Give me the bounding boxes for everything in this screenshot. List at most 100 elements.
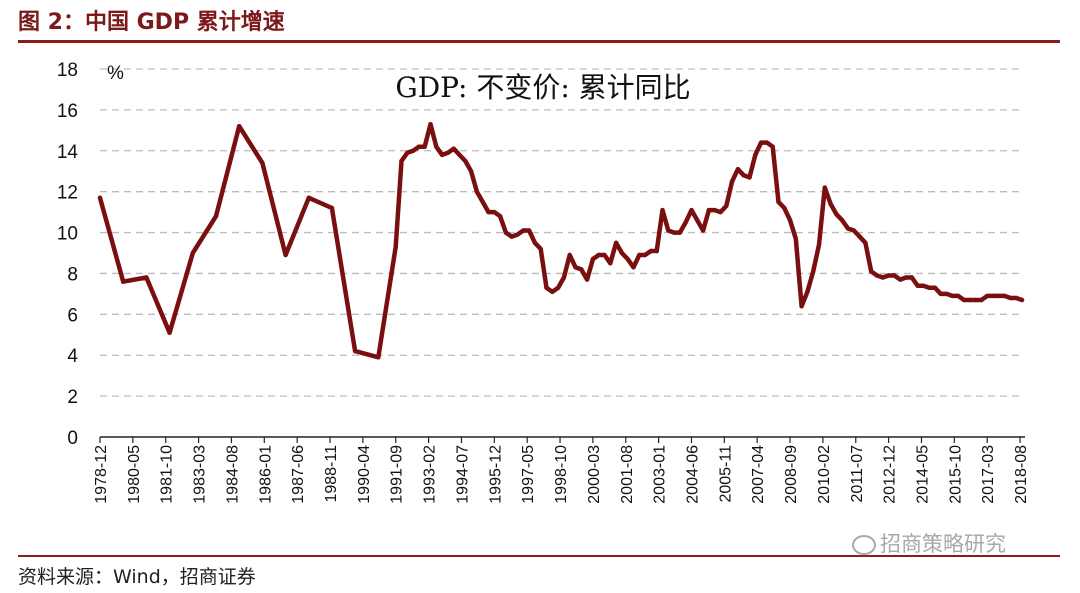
data-point: [637, 252, 642, 258]
data-point: [799, 304, 804, 309]
data-point: [671, 230, 677, 235]
data-point: [97, 195, 103, 200]
data-point: [840, 218, 845, 223]
header-divider: [18, 40, 1060, 43]
data-point: [515, 232, 520, 237]
data-point: [834, 212, 839, 217]
data-point: [880, 275, 885, 280]
data-point: [474, 189, 480, 194]
data-point: [376, 355, 381, 360]
x-tick-label: 1997-05: [520, 445, 537, 504]
gdp-line-chart: 0 2 4 6 8 10 12 14 16 18 1978-12 1980-05 1981-10 198…: [57, 60, 1030, 504]
data-point: [851, 228, 856, 233]
data-point: [660, 207, 665, 213]
data-point: [654, 248, 659, 254]
data-point: [167, 330, 172, 335]
data-point: [903, 275, 909, 280]
data-point: [741, 173, 746, 178]
data-point: [776, 199, 781, 205]
data-point: [503, 230, 509, 235]
x-tick-label: 1988-11: [323, 445, 340, 503]
data-point: [718, 209, 723, 215]
x-tick-label: 1994-07: [454, 445, 471, 504]
data-point: [689, 207, 694, 213]
x-tick-label: 2011-07: [849, 445, 866, 503]
data-point: [706, 207, 712, 213]
y-tick-label: 0: [67, 428, 78, 449]
x-tick-label: 1998-10: [553, 445, 570, 504]
data-point: [480, 199, 485, 205]
data-point: [863, 240, 868, 245]
x-tick-label: 1995-12: [487, 445, 504, 504]
data-point: [579, 267, 584, 272]
data-point: [932, 285, 938, 290]
data-point: [874, 273, 880, 278]
x-tick-labels: 1978-12 1980-05 1981-10 1983-03 1984-08 1986-…: [93, 437, 1030, 504]
data-point: [816, 242, 822, 247]
data-point: [805, 289, 810, 294]
data-point: [121, 279, 126, 284]
data-point: [352, 348, 358, 354]
data-point: [967, 297, 972, 303]
data-point: [550, 289, 555, 294]
data-point: [1019, 297, 1025, 303]
data-point: [828, 201, 833, 207]
series-line-gdp: [97, 121, 1025, 360]
data-point: [857, 234, 862, 239]
y-tick-label: 4: [67, 346, 78, 367]
data-point: [486, 209, 491, 215]
series-points: [97, 122, 1025, 360]
y-tick-label: 14: [57, 142, 79, 163]
data-point: [416, 144, 422, 149]
data-point: [190, 250, 195, 256]
data-point: [1008, 295, 1013, 301]
data-point: [561, 275, 567, 280]
data-point: [973, 297, 978, 303]
data-point: [915, 283, 920, 288]
data-point: [237, 124, 242, 129]
data-point: [497, 214, 503, 219]
data-point: [509, 234, 514, 239]
data-point: [927, 285, 932, 290]
x-tick-label: 2018-08: [1013, 445, 1030, 504]
data-point: [892, 273, 897, 278]
data-point: [677, 230, 683, 235]
data-point: [869, 269, 874, 274]
data-point: [822, 185, 827, 190]
x-tick-label: 1981-10: [159, 445, 176, 504]
x-tick-label: 2004-06: [684, 445, 701, 504]
data-point: [1014, 295, 1019, 301]
source-note: 资料来源：Wind，招商证券: [18, 566, 256, 588]
data-point: [619, 250, 625, 256]
data-point: [979, 297, 984, 303]
data-point: [445, 150, 451, 155]
x-tick-label: 1983-03: [192, 445, 209, 504]
data-point: [700, 228, 706, 233]
x-tick-label: 2001-08: [619, 445, 636, 504]
y-tick-label: 16: [57, 101, 78, 122]
y-tick-label: 6: [67, 305, 78, 326]
x-tick-label: 2014-05: [914, 445, 931, 504]
chart-title: GDP: 不变价: 累计同比: [395, 71, 690, 104]
data-point: [613, 240, 619, 245]
y-axis-unit-label: %: [107, 63, 124, 84]
data-point: [306, 195, 311, 200]
data-point: [712, 207, 717, 213]
x-tick-label: 2012-12: [882, 445, 899, 504]
data-point: [782, 205, 787, 211]
x-tick-label: 1990-04: [356, 445, 373, 504]
data-point: [538, 246, 543, 252]
data-point: [410, 148, 416, 153]
y-tick-label: 8: [67, 264, 78, 285]
data-point: [457, 152, 462, 158]
data-point: [729, 179, 735, 184]
data-point: [434, 144, 439, 149]
y-tick-label: 18: [57, 60, 78, 81]
data-point: [399, 158, 404, 164]
data-point: [1002, 293, 1007, 299]
data-point: [260, 160, 265, 166]
watermark-text: 招商策略研究: [880, 532, 1006, 556]
data-point: [213, 214, 219, 219]
data-point: [625, 256, 630, 262]
watermark: 招商策略研究: [852, 528, 1006, 558]
